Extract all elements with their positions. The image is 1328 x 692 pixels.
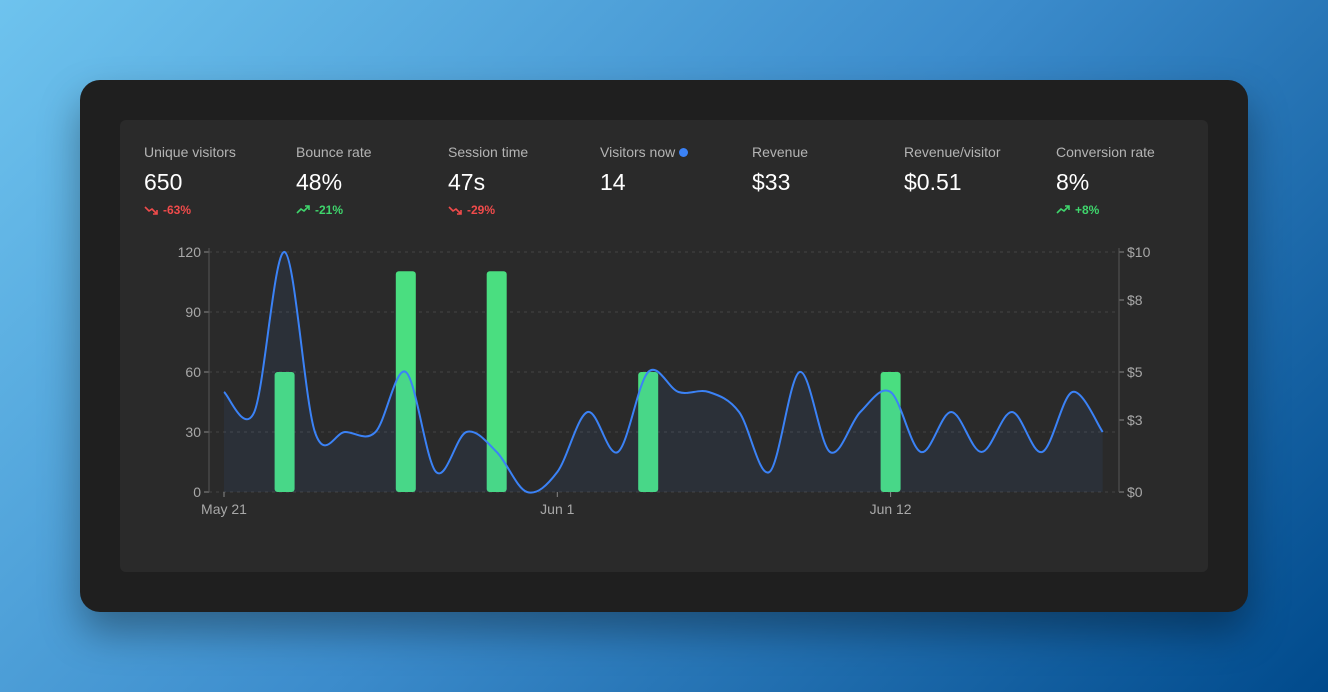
stat-delta-value: +8%	[1075, 203, 1100, 217]
stat-value: $0.51	[904, 169, 962, 195]
stat-card[interactable]: Visitors now 14	[600, 144, 750, 195]
revenue-bar	[638, 372, 659, 492]
visitors-revenue-chart: 0 30 60 90 120 $0 $3 $5 $8 $10 May 21 Jun 1 Jun 12	[178, 244, 1151, 517]
app-window: Unique visitors 650 -63% Bounce rate 48% -21%…	[80, 80, 1248, 612]
stat-value: 8%	[1056, 169, 1090, 195]
stat-value: 48%	[296, 169, 343, 195]
stat-value: 14	[600, 169, 626, 195]
stat-label-text: Unique visitors	[144, 144, 236, 160]
stat-card[interactable]: Session time 47s -29%	[448, 144, 598, 217]
left-axis-tick-label: 0	[193, 484, 201, 500]
trend-up-icon	[296, 205, 310, 215]
revenue-bar	[880, 372, 901, 492]
stat-card[interactable]: Revenue/visitor $0.51	[904, 144, 1054, 195]
stat-value: 650	[144, 169, 183, 195]
left-axis-tick-label: 90	[185, 304, 201, 320]
stat-label-text: Visitors now	[600, 144, 676, 160]
stat-label: Unique visitors	[144, 144, 294, 160]
stat-label: Session time	[448, 144, 598, 160]
trend-up-icon	[1056, 205, 1070, 215]
stat-value: $33	[752, 169, 791, 195]
stat-card[interactable]: Revenue $33	[752, 144, 902, 195]
stat-delta-value: -21%	[315, 203, 344, 217]
stat-label: Visitors now	[600, 144, 750, 160]
stat-label-text: Bounce rate	[296, 144, 372, 160]
visitors-area	[224, 251, 1103, 493]
stat-delta: -21%	[296, 203, 446, 217]
revenue-bar	[486, 271, 507, 492]
revenue-bar	[274, 372, 295, 492]
stat-label: Revenue	[752, 144, 902, 160]
stat-delta: -63%	[144, 203, 294, 217]
stat-card[interactable]: Bounce rate 48% -21%	[296, 144, 446, 217]
left-axis-tick-label: 30	[185, 424, 201, 440]
right-axis-tick-label: $5	[1127, 364, 1143, 380]
stat-label-text: Revenue/visitor	[904, 144, 1001, 160]
trend-down-icon	[448, 205, 462, 215]
right-axis-tick-label: $8	[1127, 292, 1143, 308]
stat-delta: -29%	[448, 203, 598, 217]
stat-label: Revenue/visitor	[904, 144, 1054, 160]
x-axis-tick-label: May 21	[201, 501, 247, 517]
stat-label-text: Conversion rate	[1056, 144, 1155, 160]
right-axis-tick-label: $3	[1127, 412, 1143, 428]
stat-label-text: Session time	[448, 144, 529, 160]
left-axis-tick-label: 120	[178, 244, 202, 260]
stat-delta: +8%	[1056, 203, 1206, 217]
right-axis-tick-label: $10	[1127, 244, 1151, 260]
x-axis-tick-label: Jun 1	[540, 501, 574, 517]
stat-label: Conversion rate	[1056, 144, 1206, 160]
stat-card[interactable]: Unique visitors 650 -63%	[144, 144, 294, 217]
left-axis-tick-label: 60	[185, 364, 201, 380]
stat-card[interactable]: Conversion rate 8% +8%	[1056, 144, 1206, 217]
stat-label-text: Revenue	[752, 144, 809, 160]
stat-delta-value: -63%	[163, 203, 192, 217]
stat-delta-value: -29%	[467, 203, 496, 217]
trend-down-icon	[144, 205, 158, 215]
analytics-panel: Unique visitors 650 -63% Bounce rate 48% -21%…	[120, 120, 1208, 572]
visitors-line	[223, 250, 1104, 494]
right-axis-tick-label: $0	[1127, 484, 1143, 500]
stat-label: Bounce rate	[296, 144, 446, 160]
revenue-bar	[395, 271, 416, 492]
stat-value: 47s	[448, 169, 486, 195]
live-dot-icon	[679, 147, 689, 157]
x-axis-tick-label: Jun 12	[870, 501, 912, 517]
